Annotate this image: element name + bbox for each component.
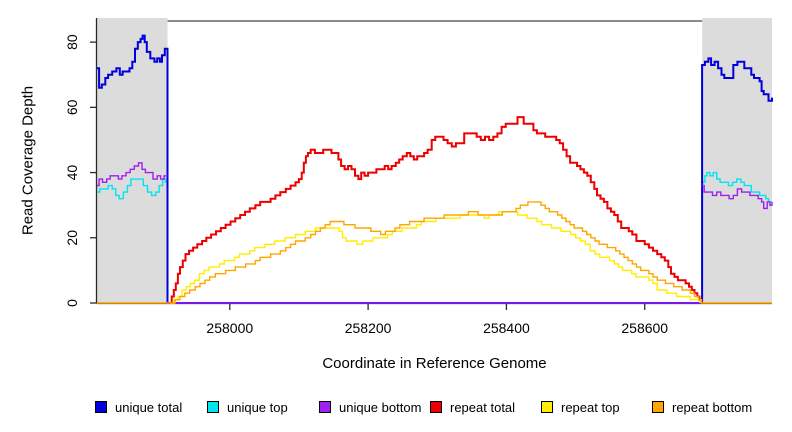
y-tick-label: 40: [64, 165, 80, 181]
series-repeat-bottom: [97, 201, 772, 304]
y-tick-label: 0: [64, 299, 80, 307]
y-axis-title: Read Coverage Depth: [19, 85, 37, 236]
series-unique-top: [97, 171, 772, 203]
x-tick-label: 258600: [621, 320, 668, 336]
x-tick-label: 258400: [483, 320, 530, 336]
x-axis-title: Coordinate in Reference Genome: [322, 355, 547, 372]
x-tick-label: 258200: [345, 320, 392, 336]
y-tick-label: 60: [64, 99, 80, 115]
series-repeat-total: [169, 116, 703, 304]
x-tick-label: 258000: [206, 320, 253, 336]
y-tick-label: 20: [64, 230, 80, 246]
series-repeat-top: [170, 211, 701, 304]
series-unique-total: [97, 34, 773, 304]
series-unique-bottom: [97, 162, 773, 304]
y-tick-label: 80: [64, 34, 80, 50]
